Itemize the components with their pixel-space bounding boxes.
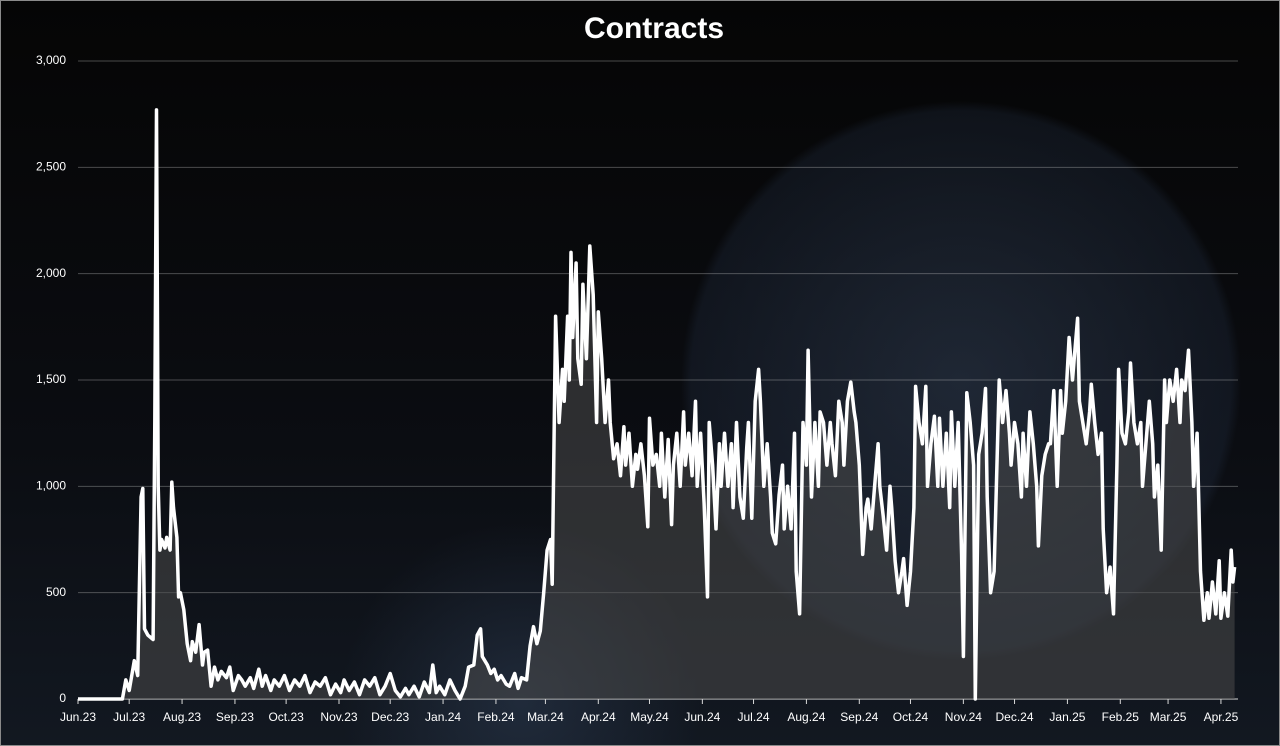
x-tick-label: Mar.24 <box>527 710 564 724</box>
y-tick-label: 2,000 <box>36 266 66 280</box>
x-tick-label: Jan.25 <box>1049 710 1085 724</box>
data-line <box>78 108 1237 701</box>
x-tick-label: Nov.23 <box>320 710 357 724</box>
x-tick-label: Jan.24 <box>425 710 461 724</box>
x-tick-label: Apr.25 <box>1204 710 1239 724</box>
x-tick-label: Oct.23 <box>268 710 304 724</box>
y-tick-label: 500 <box>46 585 66 599</box>
x-tick-label: Aug.24 <box>787 710 825 724</box>
x-tick-label: Feb.25 <box>1102 710 1140 724</box>
chart-title: Contracts <box>584 12 724 45</box>
x-tick-label: Dec.23 <box>371 710 409 724</box>
x-tick-label: Nov.24 <box>945 710 982 724</box>
x-tick-label: Jul.23 <box>113 710 145 724</box>
y-tick-label: 0 <box>59 691 66 705</box>
x-tick-label: Jun.23 <box>60 710 96 724</box>
x-tick-label: Aug.23 <box>163 710 201 724</box>
x-tick-label: Dec.24 <box>996 710 1034 724</box>
x-tick-label: Sep.24 <box>840 710 878 724</box>
x-tick-label: Oct.24 <box>893 710 929 724</box>
x-tick-label: Mar.25 <box>1150 710 1187 724</box>
y-tick-label: 2,500 <box>36 160 66 174</box>
x-tick-label: Feb.24 <box>477 710 515 724</box>
y-tick-label: 3,000 <box>36 53 66 67</box>
area-fill <box>78 109 1235 699</box>
x-tick-label: May.24 <box>630 710 669 724</box>
x-tick-label: Jul.24 <box>738 710 770 724</box>
y-tick-label: 1,000 <box>36 479 66 493</box>
x-tick-label: Sep.23 <box>216 710 254 724</box>
x-tick-label: Apr.24 <box>581 710 616 724</box>
x-tick-label: Jun.24 <box>684 710 720 724</box>
y-tick-label: 1,500 <box>36 372 66 386</box>
